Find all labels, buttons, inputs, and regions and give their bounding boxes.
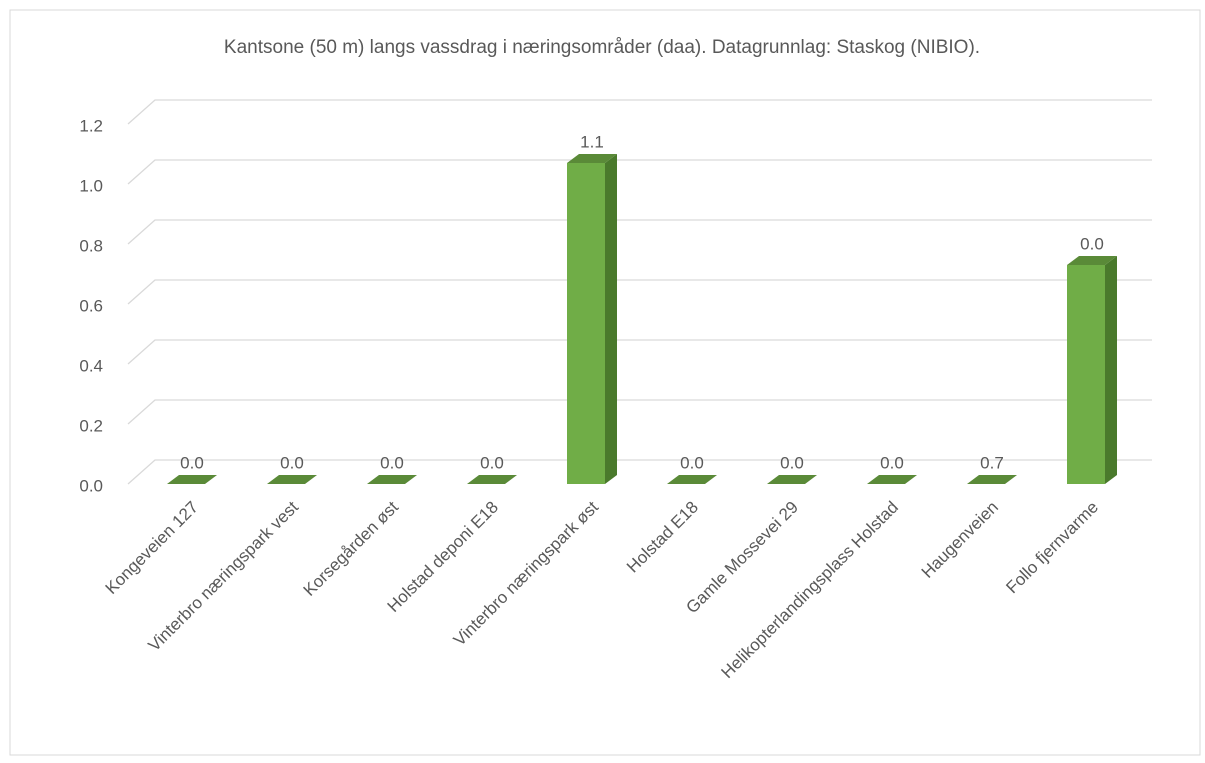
bar-face xyxy=(367,475,417,484)
chart-title: Kantsone (50 m) langs vassdrag i nærings… xyxy=(224,37,980,58)
bar-face xyxy=(1105,256,1117,484)
bar xyxy=(467,475,517,484)
bar xyxy=(167,475,217,484)
bar-face xyxy=(767,475,817,484)
bar-face xyxy=(605,154,617,484)
data-label: 0.7 xyxy=(980,453,1004,472)
grid-line xyxy=(127,219,1152,245)
bar-face xyxy=(967,475,1017,484)
y-tick-label: 0.2 xyxy=(79,416,103,435)
grid-line xyxy=(127,459,1152,485)
bar xyxy=(667,475,717,484)
data-label: 0.0 xyxy=(880,453,904,472)
data-label: 0.0 xyxy=(280,453,304,472)
y-tick-label: 0.8 xyxy=(79,236,103,255)
data-label: 1.1 xyxy=(580,132,604,151)
y-tick-label: 1.0 xyxy=(79,176,103,195)
data-label: 0.0 xyxy=(680,453,704,472)
y-tick-label: 1.2 xyxy=(79,116,103,135)
bar-face xyxy=(667,475,717,484)
bar xyxy=(267,475,317,484)
grid-line xyxy=(127,339,1152,365)
grid-line xyxy=(127,99,1152,125)
grid-line xyxy=(127,279,1152,305)
bar-face xyxy=(567,154,617,163)
bar xyxy=(767,475,817,484)
bar xyxy=(567,154,617,484)
data-label: 0.0 xyxy=(180,453,204,472)
y-tick-label: 0.4 xyxy=(79,356,103,375)
bar-face xyxy=(167,475,217,484)
bar xyxy=(1067,256,1117,484)
grid-line xyxy=(127,399,1152,425)
y-tick-label: 0.6 xyxy=(79,296,103,315)
bar-face xyxy=(467,475,517,484)
grid-line xyxy=(127,159,1152,185)
data-label: 0.0 xyxy=(480,453,504,472)
bar-face xyxy=(267,475,317,484)
bar-face xyxy=(1067,265,1105,484)
data-label: 0.0 xyxy=(380,453,404,472)
bar-face xyxy=(1067,256,1117,265)
data-label: 0.0 xyxy=(780,453,804,472)
data-label: 0.0 xyxy=(1080,234,1104,253)
bar-face xyxy=(567,163,605,484)
y-tick-label: 0.0 xyxy=(79,476,103,495)
bar xyxy=(367,475,417,484)
bar xyxy=(867,475,917,484)
bar xyxy=(967,475,1017,484)
bar-face xyxy=(867,475,917,484)
